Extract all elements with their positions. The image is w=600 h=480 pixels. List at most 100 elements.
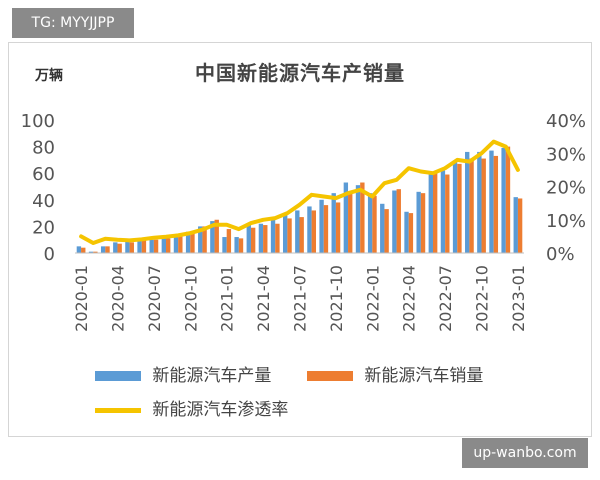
bar-sales — [81, 247, 86, 253]
bar-sales — [214, 219, 219, 253]
x-tick-label: 2020-10 — [181, 265, 200, 332]
bar-sales — [384, 209, 389, 253]
bar-sales — [190, 231, 195, 253]
bar-production — [185, 231, 191, 253]
legend-item-penetration: 新能源汽车渗透率 — [95, 395, 288, 420]
bar-production — [295, 210, 300, 253]
bar-sales — [166, 238, 171, 253]
bar-sales — [335, 202, 341, 253]
bar-sales — [360, 182, 365, 253]
legend-label-production: 新能源汽车产量 — [152, 366, 272, 386]
bar-sales — [178, 234, 183, 253]
bar-sales — [481, 158, 486, 253]
x-tick-label: 2022-01 — [363, 265, 382, 332]
bar-sales — [93, 251, 98, 253]
y-axis-unit-label: 万辆 — [35, 68, 63, 84]
legend-swatch-penetration — [95, 407, 141, 413]
legend-item-sales: 新能源汽车销量 — [307, 361, 483, 386]
legend-label-penetration: 新能源汽车渗透率 — [152, 400, 289, 420]
legend-swatch-sales — [307, 371, 353, 381]
y-tick-label: 100 — [21, 111, 55, 132]
bar-sales — [141, 239, 147, 253]
bar-sales — [372, 195, 377, 253]
x-tick-label: 2021-10 — [327, 265, 346, 332]
bar-sales — [238, 238, 244, 253]
y-tick-label: 80 — [32, 138, 55, 159]
bar-sales — [505, 146, 511, 253]
bar-sales — [348, 193, 353, 253]
legend-item-production: 新能源汽车产量 — [95, 361, 271, 386]
y2-tick-label: 30% — [546, 144, 586, 165]
bar-sales — [287, 218, 292, 253]
bar-production — [234, 237, 239, 253]
x-tick-label: 2020-04 — [108, 265, 127, 332]
bar-production — [392, 190, 397, 253]
bar-production — [149, 239, 154, 253]
bar-production — [282, 214, 288, 253]
bar-production — [270, 219, 276, 253]
bar-production — [355, 185, 361, 253]
y-tick-label: 60 — [32, 164, 55, 185]
x-tick-label: 2021-04 — [254, 265, 273, 332]
bar-production — [319, 199, 324, 253]
y-tick-label: 0 — [44, 244, 55, 265]
x-tick-label: 2022-07 — [436, 265, 455, 332]
y-tick-label: 40 — [32, 191, 55, 212]
legend-label-sales: 新能源汽车销量 — [364, 366, 484, 386]
bar-production — [404, 211, 409, 253]
bar-sales — [323, 205, 329, 253]
y2-tick-label: 0% — [546, 244, 575, 265]
bar-production — [246, 225, 251, 253]
bar-production — [380, 203, 385, 253]
watermark-top: TG: MYYJJPP — [12, 8, 134, 38]
bar-sales — [117, 243, 122, 253]
bar-production — [428, 174, 433, 253]
bar-production — [222, 237, 227, 253]
bar-production — [331, 193, 336, 253]
legend-swatch-production — [95, 371, 141, 381]
x-tick-label: 2021-01 — [218, 265, 237, 332]
bar-sales — [129, 242, 134, 253]
x-tick-label: 2020-07 — [145, 265, 164, 332]
y2-tick-label: 10% — [546, 211, 586, 232]
bar-sales — [226, 229, 232, 253]
bar-sales — [445, 174, 450, 253]
bar-production — [343, 182, 349, 253]
bar-production — [125, 241, 130, 253]
bar-production — [137, 239, 142, 253]
bar-production — [76, 246, 82, 253]
bar-production — [440, 170, 446, 253]
bar-sales — [469, 158, 474, 253]
bar-production — [210, 221, 215, 253]
bar-production — [113, 242, 118, 253]
bar-production — [88, 251, 94, 253]
x-tick-label: 2020-01 — [72, 265, 91, 332]
bar-production — [100, 246, 106, 253]
bar-sales — [408, 213, 414, 253]
bar-sales — [299, 217, 304, 253]
bar-sales — [263, 225, 268, 253]
bar-production — [173, 235, 179, 253]
bar-sales — [153, 239, 159, 253]
line-penetration — [79, 139, 520, 245]
bar-production — [161, 238, 167, 253]
chart-card: 中国新能源汽车产销量 万辆 0 20 40 60 80 100 0% 10% 20% 30% 40%… — [8, 42, 592, 437]
y2-tick-label: 20% — [546, 178, 586, 199]
y-tick-label: 20 — [32, 217, 55, 238]
x-tick-label: 2021-07 — [291, 265, 310, 332]
bar-production — [367, 193, 373, 253]
bar-production — [416, 191, 421, 253]
chart-title: 中国新能源汽车产销量 — [195, 61, 405, 85]
bar-sales — [432, 173, 438, 253]
bar-production — [452, 161, 458, 253]
bar-production — [501, 147, 506, 253]
bar-sales — [250, 227, 256, 253]
y2-tick-label: 40% — [546, 111, 586, 132]
bar-production — [198, 226, 203, 253]
bar-sales — [275, 223, 280, 253]
bar-production — [258, 223, 264, 253]
bar-production — [465, 151, 470, 253]
x-tick-label: 2023-01 — [509, 265, 528, 332]
bar-sales — [517, 198, 523, 253]
bar-production — [489, 150, 494, 253]
